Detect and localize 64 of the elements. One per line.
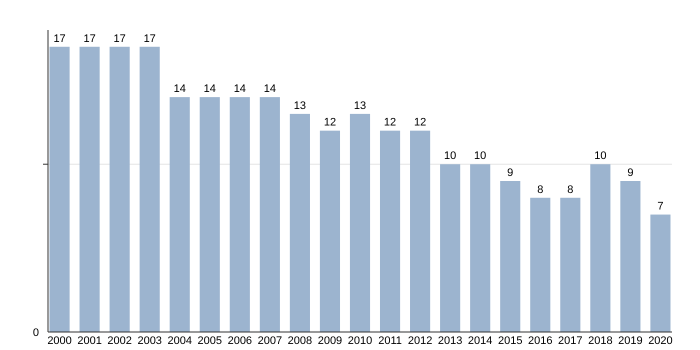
data-label: 12 (324, 116, 336, 129)
data-label: 17 (83, 32, 96, 45)
bar (50, 46, 70, 332)
bar (140, 46, 160, 332)
bar (530, 198, 550, 332)
bar (260, 97, 280, 332)
data-label: 14 (174, 83, 186, 96)
bar (410, 130, 430, 332)
data-label: 7 (657, 200, 664, 213)
bar (440, 164, 460, 332)
x-tick-label: 2003 (137, 335, 162, 347)
bar (380, 130, 400, 332)
bar (560, 198, 580, 332)
bar (590, 164, 610, 332)
x-tick-label: 2002 (107, 335, 132, 347)
bar (110, 46, 130, 332)
data-label: 14 (264, 83, 276, 96)
x-tick-label: 2010 (348, 335, 372, 347)
x-tick-label: 2012 (408, 335, 432, 347)
data-label: 12 (414, 116, 426, 129)
bar (350, 114, 370, 332)
x-tick-label: 2004 (168, 335, 192, 347)
x-tick-label: 2015 (498, 335, 522, 347)
x-tick-label: 2008 (288, 335, 312, 347)
bar (470, 164, 490, 332)
x-tick-label: 2020 (648, 335, 673, 347)
x-tick-label: 2000 (47, 335, 72, 347)
text: 0 (32, 326, 39, 339)
x-tick-label: 2014 (468, 335, 492, 347)
data-label: 10 (594, 150, 606, 162)
data-label: 9 (627, 167, 634, 179)
x-tick-label: 2005 (198, 335, 222, 347)
data-label: 13 (354, 100, 366, 112)
data-label: 14 (204, 83, 216, 96)
x-tick-label: 2009 (318, 335, 342, 347)
data-label: 17 (53, 32, 66, 45)
bar (80, 46, 100, 332)
bar (320, 130, 340, 332)
data-label: 14 (234, 83, 246, 96)
bar (290, 114, 310, 332)
data-label: 12 (384, 116, 396, 129)
bar (500, 181, 520, 332)
x-tick-label: 2018 (588, 335, 613, 347)
x-tick-label: 2013 (438, 335, 462, 347)
data-label: 10 (444, 150, 456, 162)
x-tick-label: 2019 (618, 335, 643, 347)
x-tick-label: 2016 (528, 335, 552, 347)
data-label: 10 (474, 150, 486, 162)
bar (620, 181, 640, 332)
x-tick-label: 2017 (558, 335, 583, 347)
x-tick-label: 2011 (378, 335, 402, 347)
data-label: 17 (144, 32, 156, 45)
x-tick-label: 2007 (258, 335, 282, 347)
x-tick-label: 2001 (77, 335, 102, 347)
bar (650, 214, 670, 332)
data-label: 13 (294, 100, 306, 112)
x-tick-label: 2006 (228, 335, 252, 347)
data-label: 17 (114, 32, 126, 45)
bar (230, 97, 250, 332)
bar (170, 97, 190, 332)
data-label: 8 (567, 184, 574, 196)
bar (200, 97, 220, 332)
data-label: 9 (507, 167, 514, 179)
data-label: 8 (537, 184, 544, 196)
